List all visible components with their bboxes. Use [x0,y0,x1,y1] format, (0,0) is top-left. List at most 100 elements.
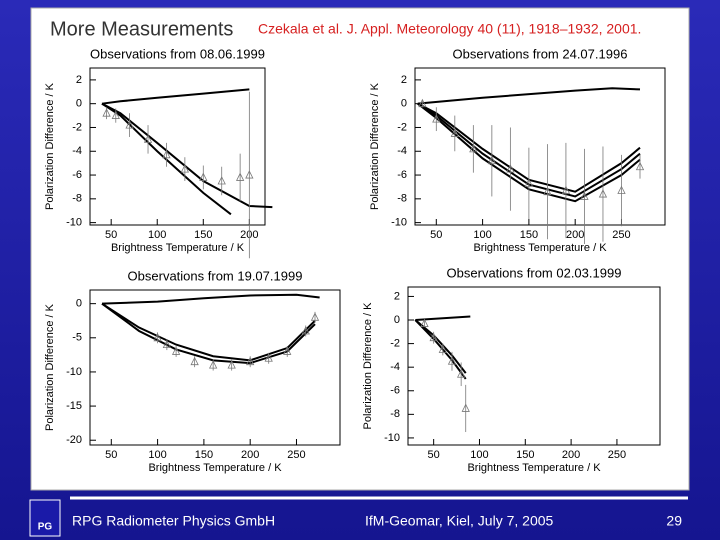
observation [429,332,438,342]
observation [180,164,190,173]
chart-title: Observations from 24.07.1996 [453,46,628,61]
y-tick-label: -8 [397,193,407,205]
observation [245,170,254,179]
x-tick-label: 150 [194,229,212,241]
x-tick-label: 200 [562,449,580,461]
x-tick-label: 50 [430,229,442,241]
footer-event: IfM-Geomar, Kiel, July 7, 2005 [365,513,554,529]
x-axis-label: Brightness Temperature / K [111,242,245,254]
y-tick-label: -5 [72,332,82,344]
x-tick-label: 150 [520,229,538,241]
plot-frame [89,67,266,226]
y-tick-label: -2 [397,121,407,133]
y-axis-label: Polarization Difference / K [369,82,381,210]
observation [111,110,120,119]
observation [420,318,429,327]
x-tick-label: 100 [470,449,488,461]
y-tick-label: -2 [72,121,82,133]
observation [457,369,466,378]
y-tick-label: -6 [390,385,400,397]
x-tick-label: 150 [195,449,213,461]
observation [432,114,441,123]
plot-frame [414,67,666,226]
footer-company: RPG Radiometer Physics GmbH [72,513,275,529]
observation [418,98,427,108]
chart-title: Observations from 08.06.1999 [90,46,265,61]
y-tick-label: -8 [72,193,82,205]
observation [301,326,310,335]
logo [29,499,61,537]
x-tick-label: 200 [566,229,584,241]
x-tick-label: 250 [608,449,626,461]
observation [635,161,645,171]
model-curve [101,102,232,216]
plot-frame [89,289,341,446]
y-tick-label: 2 [394,290,400,302]
x-axis-label: Brightness Temperature / K [148,462,282,474]
observation [143,134,153,143]
x-tick-label: 200 [241,449,259,461]
y-tick-label: -10 [66,217,82,229]
observation [598,189,608,198]
y-tick-label: -6 [397,169,407,181]
plot-frame [407,286,661,446]
y-tick-label: -10 [391,217,407,229]
observation [450,128,459,137]
model-curve [101,102,273,209]
model-curve [102,293,320,305]
observation [561,185,571,194]
x-tick-label: 100 [148,449,166,461]
x-tick-label: 50 [105,229,117,241]
x-tick-label: 100 [148,229,166,241]
observation [153,332,162,342]
observation [447,356,457,365]
model-curve [417,87,641,105]
observation [227,360,236,369]
y-axis-label: Polarization Difference / K [362,302,374,430]
observation [264,353,273,362]
x-axis-label: Brightness Temperature / K [467,462,601,474]
y-tick-label: -6 [72,169,82,181]
observation [283,346,292,355]
y-tick-label: -8 [390,408,400,420]
y-tick-label: 2 [401,74,407,86]
observation [209,360,218,369]
observation [190,356,199,366]
x-tick-label: 250 [612,229,630,241]
x-tick-label: 100 [473,229,491,241]
figure-panel [30,7,690,491]
observation [310,312,320,321]
observation [125,120,134,129]
y-tick-label: -15 [66,400,82,412]
y-tick-label: -4 [72,145,82,157]
x-tick-label: 50 [105,449,117,461]
y-tick-label: -4 [390,361,400,373]
y-tick-label: 2 [76,74,82,86]
y-tick-label: -20 [66,434,82,446]
model-curve [101,88,250,105]
citation: Czekala et al. J. Appl. Meteorology 40 (… [258,21,641,37]
footer-page: 29 [666,513,682,529]
observation [162,149,171,159]
logo-text: PG [38,522,53,533]
observation [617,185,626,194]
y-tick-label: -10 [66,366,82,378]
observation [162,339,171,349]
y-tick-label: 0 [401,98,407,110]
y-axis-label: Polarization Difference / K [44,82,56,210]
observation [102,108,111,117]
y-tick-label: 0 [394,314,400,326]
x-tick-label: 50 [428,449,440,461]
observation [171,346,181,355]
observation [217,176,226,185]
observation [543,186,552,196]
observation [199,172,208,181]
chart-title: Observations from 02.03.1999 [447,265,622,280]
x-tick-label: 150 [516,449,534,461]
observation [469,143,478,153]
observation [506,164,515,173]
slide-title: More Measurements [50,18,233,40]
x-axis-label: Brightness Temperature / K [473,242,607,254]
